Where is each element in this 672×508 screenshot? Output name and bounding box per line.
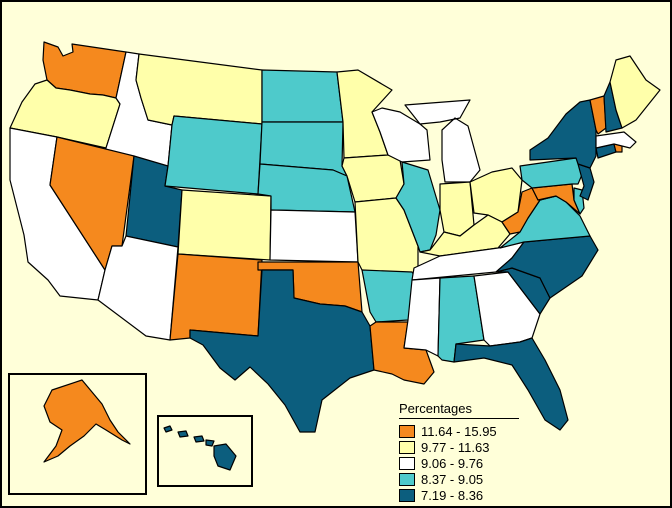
legend-label: 8.37 - 9.05 [421,471,484,487]
legend-swatch [399,472,415,486]
legend-title: Percentages [399,401,519,419]
state-massachusetts [595,131,637,149]
state-vermont [589,95,607,135]
legend-label: 9.06 - 9.76 [421,455,484,471]
legend-swatch [399,424,415,438]
legend-label: 9.77 - 11.63 [421,439,490,455]
legend-swatch [399,488,415,502]
legend-swatch [399,440,415,454]
legend-item-class-3: 9.06 - 9.76 [399,455,519,471]
state-maryland [531,183,581,215]
legend: Percentages 11.64 - 15.95 9.77 - 11.63 9… [399,401,519,503]
state-maine [609,55,661,129]
state-texas [189,269,375,433]
legend-swatch [399,456,415,470]
hawaii-inset [157,415,253,487]
state-alaska [43,379,131,463]
state-north-carolina [495,235,599,299]
legend-item-class-2: 9.77 - 11.63 [399,439,519,455]
legend-label: 7.19 - 8.36 [421,487,484,503]
state-hawaii [163,425,237,471]
state-michigan [404,99,481,183]
state-florida [453,337,569,431]
legend-item-class-4: 8.37 - 9.05 [399,471,519,487]
state-wisconsin [371,107,431,163]
legend-item-class-5: 7.19 - 8.36 [399,487,519,503]
legend-label: 11.64 - 15.95 [421,423,497,439]
legend-item-class-1: 11.64 - 15.95 [399,423,519,439]
